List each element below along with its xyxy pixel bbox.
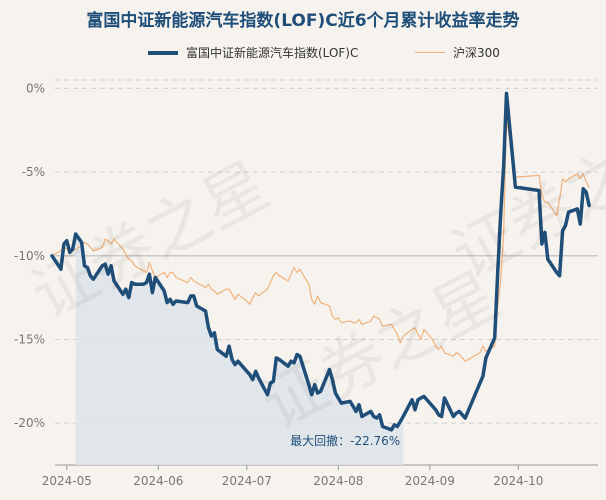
index-series-line xyxy=(51,117,590,362)
legend-swatch-index xyxy=(415,52,445,53)
label-layer: 最大回撤：-22.76% xyxy=(290,433,400,448)
legend-label-fund: 富国中证新能源汽车指数(LOF)C xyxy=(186,46,359,60)
y-tick-label: -20% xyxy=(14,416,45,430)
x-tick-label: 2024-09 xyxy=(405,474,455,488)
max-drawdown-fill xyxy=(75,234,404,465)
y-tick-label: 0% xyxy=(26,81,45,95)
legend-label-index: 沪深300 xyxy=(453,46,500,60)
max-drawdown-label: 最大回撤：-22.76% xyxy=(290,433,400,448)
y-tick-label: -15% xyxy=(14,332,45,346)
x-tick-label: 2024-06 xyxy=(133,474,183,488)
x-tick-label: 2024-08 xyxy=(313,474,363,488)
legend-item-fund[interactable]: 富国中证新能源汽车指数(LOF)C xyxy=(148,44,358,61)
x-tick-label: 2024-07 xyxy=(222,474,272,488)
series-layer xyxy=(50,91,591,432)
legend-item-index[interactable]: 沪深300 xyxy=(415,44,500,61)
y-tick-label: -10% xyxy=(14,249,45,263)
x-tick-label: 2024-10 xyxy=(493,474,543,488)
chart-title: 富国中证新能源汽车指数(LOF)C近6个月累计收益率走势 xyxy=(86,11,520,31)
y-tick-label: -5% xyxy=(22,165,45,179)
legend-swatch-fund xyxy=(148,50,178,55)
fund-series-line xyxy=(50,91,591,432)
legend: 富国中证新能源汽车指数(LOF)C 沪深300 xyxy=(0,44,606,62)
max-drawdown-area xyxy=(75,234,404,465)
x-tick-label: 2024-05 xyxy=(42,474,92,488)
